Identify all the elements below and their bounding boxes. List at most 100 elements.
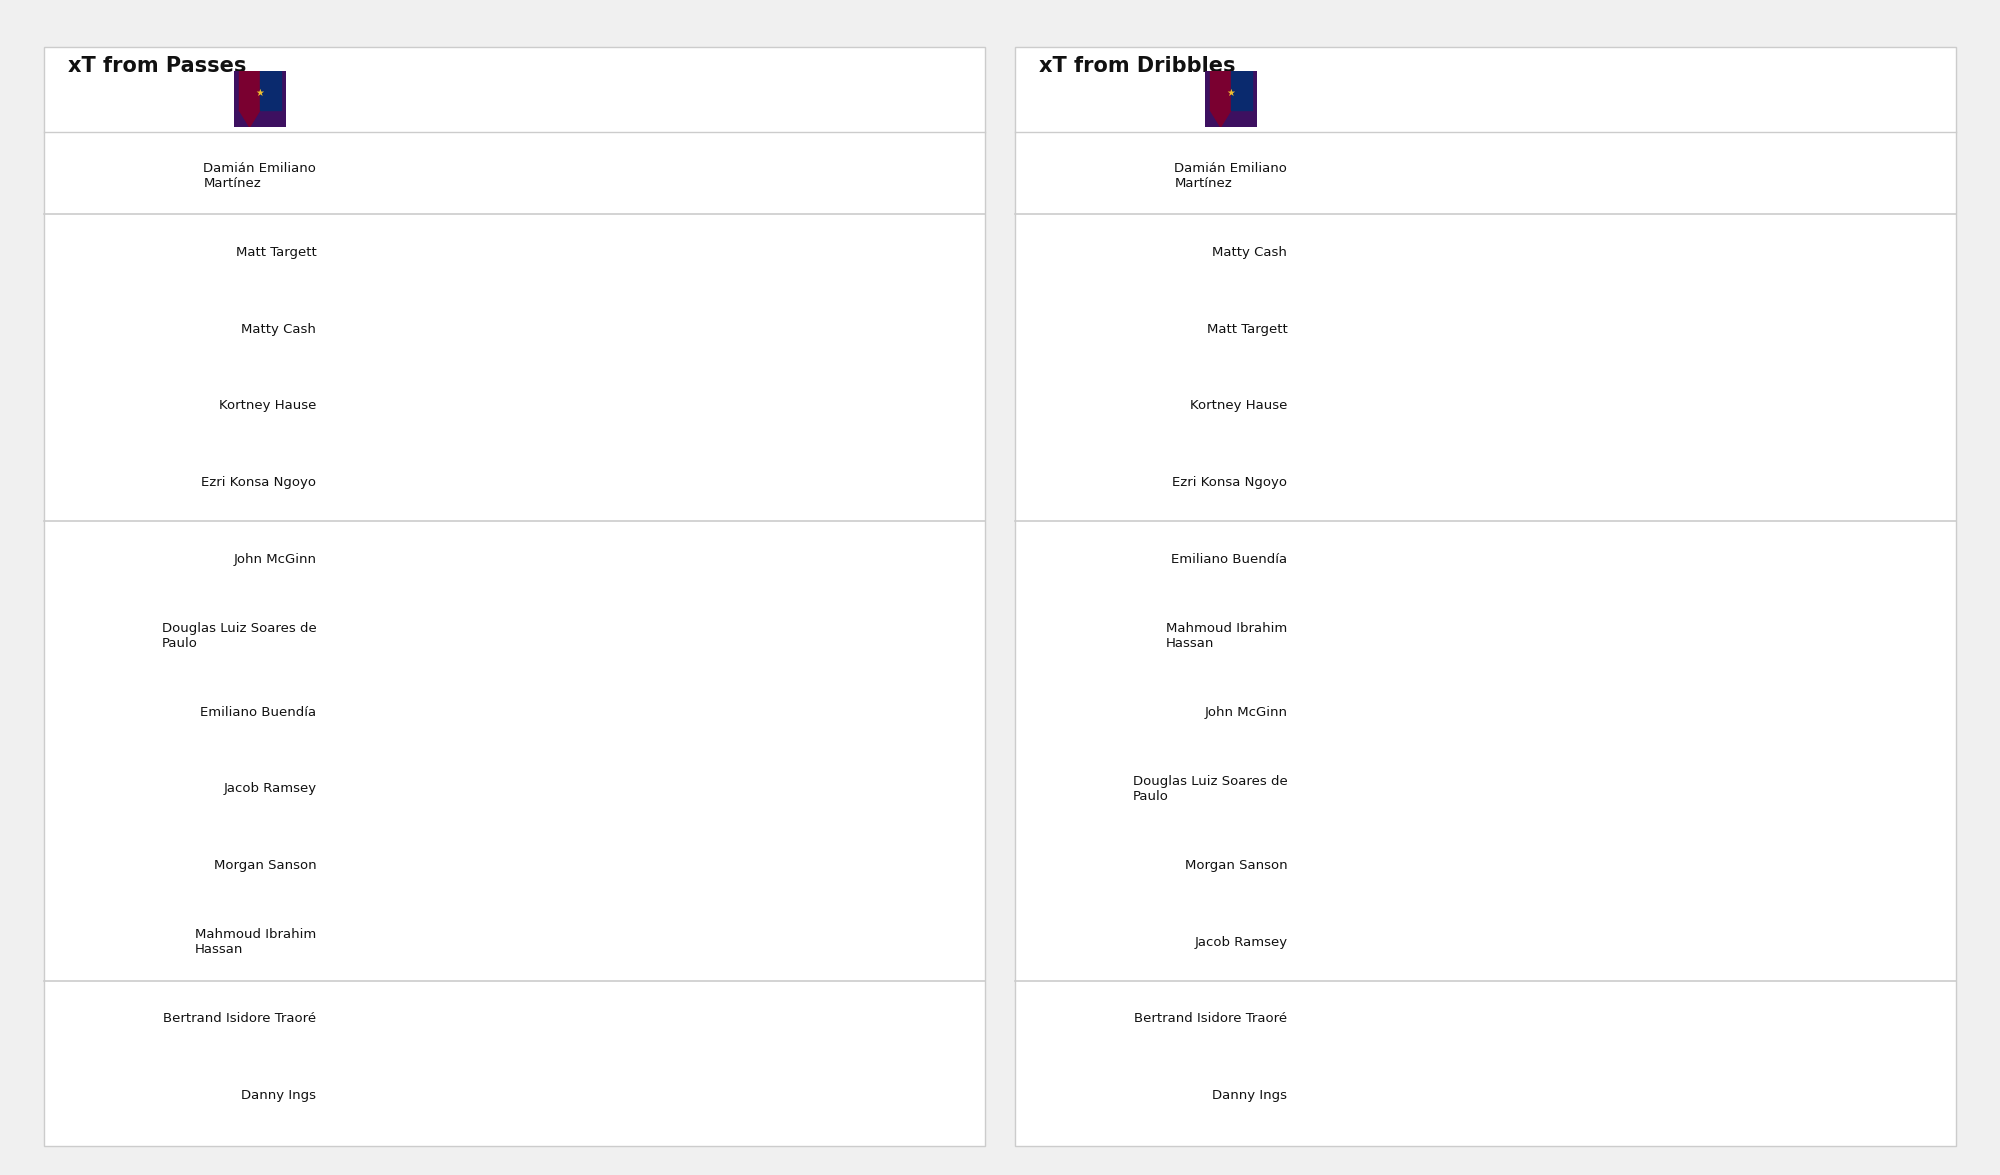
Text: 0.001: 0.001 xyxy=(1492,783,1530,795)
Text: Matt Targett: Matt Targett xyxy=(236,246,316,258)
Text: 0: 0 xyxy=(1474,169,1482,182)
Text: 0: 0 xyxy=(1474,246,1482,258)
Text: 0: 0 xyxy=(1474,323,1482,336)
Text: -0.113: -0.113 xyxy=(414,323,456,336)
Text: 0: 0 xyxy=(1486,476,1494,489)
Text: -0.029: -0.029 xyxy=(480,476,522,489)
Text: 0.026: 0.026 xyxy=(1610,1013,1648,1026)
Text: 0.14: 0.14 xyxy=(666,400,694,412)
Text: 0.014: 0.014 xyxy=(1554,246,1592,258)
Text: 0.14: 0.14 xyxy=(666,323,694,336)
Text: Morgan Sanson: Morgan Sanson xyxy=(214,859,316,872)
Text: Emiliano Buendía: Emiliano Buendía xyxy=(1172,552,1288,565)
Text: Mahmoud Ibrahim
Hassan: Mahmoud Ibrahim Hassan xyxy=(1166,622,1288,650)
Bar xyxy=(1484,768,1490,810)
Text: Douglas Luiz Soares de
Paulo: Douglas Luiz Soares de Paulo xyxy=(1132,776,1288,803)
Text: 0.46: 0.46 xyxy=(922,552,950,565)
Text: -0.002: -0.002 xyxy=(1430,1013,1472,1026)
Polygon shape xyxy=(240,70,260,110)
Bar xyxy=(514,615,550,657)
Text: -0.003: -0.003 xyxy=(1424,1089,1466,1102)
Text: Kortney Hause: Kortney Hause xyxy=(1190,400,1288,412)
Text: -0.062: -0.062 xyxy=(454,783,496,795)
Text: -0.011: -0.011 xyxy=(496,400,538,412)
Text: xT from Passes: xT from Passes xyxy=(68,56,246,76)
Text: Ezri Konsa Ngoyo: Ezri Konsa Ngoyo xyxy=(1172,476,1288,489)
Text: 0: 0 xyxy=(1474,783,1482,795)
Text: 0: 0 xyxy=(1474,859,1482,872)
Bar xyxy=(550,768,726,810)
Text: Matt Targett: Matt Targett xyxy=(1206,323,1288,336)
Text: Damián Emiliano
Martínez: Damián Emiliano Martínez xyxy=(1174,162,1288,190)
Text: 0.015: 0.015 xyxy=(1558,706,1596,719)
Text: -0.05: -0.05 xyxy=(472,1089,506,1102)
Text: Bertrand Isidore Traoré: Bertrand Isidore Traoré xyxy=(1134,1013,1288,1026)
Text: Matty Cash: Matty Cash xyxy=(242,323,316,336)
Text: ★: ★ xyxy=(256,88,264,98)
Bar xyxy=(466,998,550,1040)
Text: 0: 0 xyxy=(1474,629,1482,643)
Text: Emiliano Buendía: Emiliano Buendía xyxy=(200,706,316,719)
Text: 0: 0 xyxy=(1474,706,1482,719)
Bar xyxy=(550,384,662,427)
Text: -0.037: -0.037 xyxy=(474,859,516,872)
Bar xyxy=(520,845,550,887)
Polygon shape xyxy=(240,70,280,127)
Text: 0.1: 0.1 xyxy=(634,1013,654,1026)
Bar xyxy=(1476,998,1484,1040)
Text: 0.17: 0.17 xyxy=(690,246,718,258)
Text: xT from Dribbles: xT from Dribbles xyxy=(1040,56,1236,76)
Bar xyxy=(1484,1074,1554,1116)
Text: 0.015: 0.015 xyxy=(1558,1089,1596,1102)
Polygon shape xyxy=(1210,110,1232,127)
Text: Mahmoud Ibrahim
Hassan: Mahmoud Ibrahim Hassan xyxy=(196,928,316,956)
Text: 0.074: 0.074 xyxy=(1834,552,1872,565)
Text: 0.22: 0.22 xyxy=(730,783,758,795)
Text: 0: 0 xyxy=(1486,935,1494,948)
Text: 0: 0 xyxy=(540,169,548,182)
Text: Jacob Ramsey: Jacob Ramsey xyxy=(224,783,316,795)
Text: ★: ★ xyxy=(1226,88,1236,98)
Bar xyxy=(510,1074,550,1116)
Text: Jacob Ramsey: Jacob Ramsey xyxy=(1194,935,1288,948)
Bar xyxy=(1432,538,1484,580)
Text: 0: 0 xyxy=(1474,400,1482,412)
Bar xyxy=(550,921,590,964)
Bar xyxy=(550,845,622,887)
Bar xyxy=(550,691,790,733)
Text: Kortney Hause: Kortney Hause xyxy=(218,400,316,412)
Bar xyxy=(522,538,550,580)
Text: 0: 0 xyxy=(1486,400,1494,412)
Text: 0: 0 xyxy=(1474,476,1482,489)
Bar xyxy=(1484,615,1756,657)
Polygon shape xyxy=(1232,70,1252,110)
Text: 0.09: 0.09 xyxy=(626,1089,654,1102)
Bar xyxy=(460,308,550,350)
Text: Danny Ings: Danny Ings xyxy=(1212,1089,1288,1102)
Bar xyxy=(550,462,598,503)
Polygon shape xyxy=(1210,70,1252,127)
Text: -0.106: -0.106 xyxy=(420,1013,462,1026)
Text: 0: 0 xyxy=(1486,169,1494,182)
Text: 0.33: 0.33 xyxy=(818,629,846,643)
Text: -0.012: -0.012 xyxy=(494,935,536,948)
Text: 0: 0 xyxy=(1474,935,1482,948)
Bar xyxy=(550,1074,622,1116)
Bar xyxy=(550,308,662,350)
Text: 0: 0 xyxy=(1486,323,1494,336)
Bar xyxy=(456,231,550,274)
Text: 0.09: 0.09 xyxy=(626,859,654,872)
Polygon shape xyxy=(260,70,280,110)
Bar xyxy=(542,384,550,427)
Bar xyxy=(382,691,550,733)
Text: 0.3: 0.3 xyxy=(794,706,814,719)
Text: -0.046: -0.046 xyxy=(466,629,510,643)
Bar xyxy=(1470,1074,1484,1116)
Text: 0.06: 0.06 xyxy=(602,476,630,489)
Text: Matty Cash: Matty Cash xyxy=(1212,246,1288,258)
Bar xyxy=(526,462,550,503)
Text: 0: 0 xyxy=(1486,859,1494,872)
Bar xyxy=(550,998,630,1040)
Text: Ezri Konsa Ngoyo: Ezri Konsa Ngoyo xyxy=(202,476,316,489)
Text: John McGinn: John McGinn xyxy=(1204,706,1288,719)
